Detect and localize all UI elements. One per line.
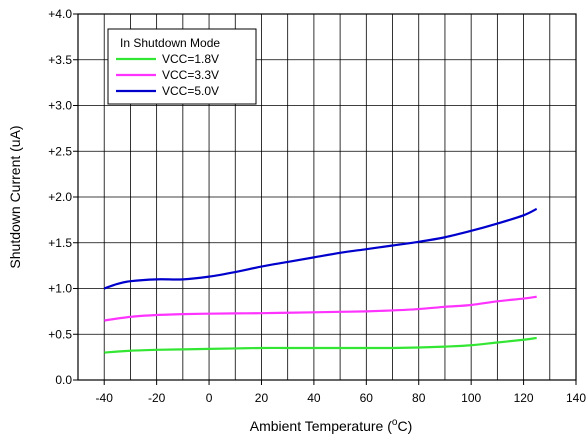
series-line-vcc-5-0v: [103, 207, 538, 290]
series-line-vcc-3-3v: [104, 295, 537, 322]
series-line-vcc-1-8v: [104, 336, 537, 354]
legend-label-vcc-3-3v: VCC=3.3V: [162, 68, 219, 82]
y-tick-label: +0.5: [48, 327, 72, 341]
x-tick-label: 140: [566, 391, 586, 405]
x-tick-label: -40: [96, 391, 114, 405]
y-tick-label: +2.0: [48, 190, 72, 204]
y-tick-label: +2.5: [48, 144, 72, 158]
x-tick-labels: -40 -20 0 20 40 60 80 100 120 140: [96, 391, 587, 405]
y-tick-label: +1.0: [48, 282, 72, 296]
y-tick-label: +3.0: [48, 99, 72, 113]
series-lines: [103, 207, 538, 354]
legend-label-vcc-5-0v: VCC=5.0V: [162, 84, 219, 98]
x-tick-label: 0: [206, 391, 213, 405]
y-tick-label: 0.0: [55, 373, 72, 387]
x-tick-label: 100: [461, 391, 481, 405]
y-tick-label: +3.5: [48, 53, 72, 67]
legend-title: In Shutdown Mode: [120, 36, 220, 50]
legend: In Shutdown Mode VCC=1.8V VCC=3.3V VCC=5.0…: [107, 28, 257, 105]
axis-ticks: [73, 13, 577, 385]
y-tick-label: +1.5: [48, 236, 72, 250]
x-tick-label: 60: [360, 391, 374, 405]
legend-entries: VCC=1.8V VCC=3.3V VCC=5.0V: [116, 52, 219, 98]
x-tick-label: -20: [148, 391, 166, 405]
x-tick-label: 120: [514, 391, 534, 405]
y-tick-label: +4.0: [48, 7, 72, 21]
x-axis-title: Ambient Temperature (oC): [250, 417, 412, 434]
x-axis-title-degree-superscript: o: [392, 417, 398, 428]
legend-label-vcc-1-8v: VCC=1.8V: [162, 52, 219, 66]
y-tick-labels: 0.0 +0.5 +1.0 +1.5 +2.0 +2.5 +3.0 +3.5 +4.0: [48, 7, 72, 387]
x-tick-label: 20: [255, 391, 269, 405]
x-axis-title-suffix: C): [397, 418, 412, 434]
x-tick-label: 40: [307, 391, 321, 405]
x-tick-label: 80: [412, 391, 426, 405]
y-axis-title: Shutdown Current (uA): [7, 125, 23, 268]
x-axis-title-prefix: Ambient Temperature (: [250, 418, 392, 434]
